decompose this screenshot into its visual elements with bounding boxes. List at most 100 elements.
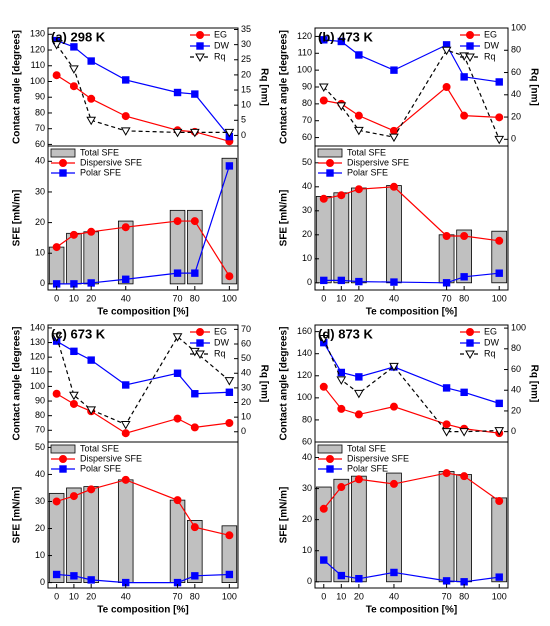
y-tick-label: 100 bbox=[30, 76, 45, 86]
bar bbox=[221, 525, 238, 583]
bar bbox=[117, 479, 134, 583]
marker bbox=[320, 276, 328, 285]
marker bbox=[355, 574, 363, 583]
marker bbox=[70, 572, 78, 580]
y2-axis-label: Rq [nm] bbox=[528, 68, 539, 106]
marker bbox=[337, 37, 346, 46]
bar bbox=[315, 195, 332, 284]
x-axis-label: Te composition [%] bbox=[97, 307, 188, 318]
marker bbox=[120, 420, 131, 430]
series-line bbox=[56, 340, 230, 395]
marker bbox=[355, 51, 363, 59]
x-tick-label: 10 bbox=[69, 293, 79, 303]
marker bbox=[442, 83, 451, 91]
y-axis-label: SFE [mN/m] bbox=[12, 190, 23, 247]
legend-marker bbox=[466, 339, 474, 347]
marker bbox=[389, 402, 398, 411]
marker bbox=[390, 568, 398, 577]
bar bbox=[187, 209, 203, 285]
y-tick-label: 80 bbox=[35, 107, 45, 117]
y-axis-label: Contact angle [degrees] bbox=[12, 327, 23, 441]
x-tick-label: 40 bbox=[121, 591, 131, 601]
bar bbox=[333, 192, 350, 284]
marker bbox=[442, 232, 451, 240]
y-axis-label: SFE [mN/m] bbox=[12, 487, 23, 544]
marker bbox=[69, 492, 78, 501]
marker bbox=[390, 66, 398, 74]
marker bbox=[354, 475, 363, 484]
y2-axis-label: Rq [nm] bbox=[528, 365, 539, 403]
legend-label: Rq bbox=[214, 51, 226, 61]
marker bbox=[224, 377, 235, 386]
marker bbox=[389, 362, 399, 372]
marker bbox=[495, 399, 503, 408]
y-tick-label: 20 bbox=[35, 217, 45, 227]
x-tick-label: 0 bbox=[54, 591, 59, 601]
marker bbox=[318, 83, 329, 93]
marker bbox=[320, 556, 328, 564]
bar bbox=[438, 234, 455, 284]
marker bbox=[70, 43, 78, 51]
x-tick-label: 100 bbox=[222, 293, 237, 303]
marker bbox=[173, 496, 182, 505]
legend-marker bbox=[326, 169, 334, 177]
y2-tick-label: 60 bbox=[241, 338, 251, 348]
y2-tick-label: 30 bbox=[241, 39, 251, 49]
marker bbox=[190, 523, 199, 532]
marker bbox=[337, 368, 346, 377]
legend-marker bbox=[195, 350, 205, 360]
marker bbox=[51, 333, 62, 342]
marker bbox=[190, 423, 199, 432]
y2-tick-label: 60 bbox=[511, 67, 521, 77]
series-line bbox=[56, 44, 230, 133]
y-tick-label: 80 bbox=[302, 98, 312, 108]
marker bbox=[52, 389, 61, 398]
plot-frame bbox=[47, 441, 239, 589]
marker bbox=[225, 531, 234, 540]
marker bbox=[122, 76, 130, 84]
legend-marker bbox=[59, 169, 67, 177]
bar bbox=[117, 220, 134, 285]
y-tick-label: 30 bbox=[302, 205, 312, 215]
y2-tick-label: 20 bbox=[511, 111, 521, 121]
marker bbox=[337, 571, 346, 580]
y-axis-label: Contact angle [degrees] bbox=[279, 30, 290, 144]
legend-marker bbox=[196, 31, 204, 39]
legend-marker bbox=[196, 328, 204, 336]
marker bbox=[173, 88, 182, 97]
bar bbox=[351, 187, 367, 284]
y-tick-label: 30 bbox=[35, 496, 45, 506]
x-tick-label: 10 bbox=[336, 293, 346, 303]
marker bbox=[442, 384, 451, 392]
marker bbox=[87, 57, 95, 65]
marker bbox=[191, 90, 199, 98]
marker bbox=[389, 479, 398, 488]
y2-tick-label: 35 bbox=[241, 24, 251, 34]
y2-tick-label: 20 bbox=[241, 69, 251, 79]
y-tick-label: 60 bbox=[302, 436, 312, 446]
legend-swatch bbox=[50, 148, 76, 158]
series-line bbox=[56, 479, 230, 536]
marker bbox=[319, 96, 328, 105]
series-line bbox=[56, 573, 230, 584]
panel-title: (c) 673 K bbox=[51, 326, 106, 341]
legend-swatch bbox=[50, 444, 76, 454]
y-tick-label: 40 bbox=[302, 181, 312, 191]
marker bbox=[225, 162, 234, 170]
legend-marker bbox=[465, 350, 475, 360]
marker bbox=[87, 94, 96, 103]
bar bbox=[456, 229, 472, 284]
marker bbox=[52, 243, 61, 252]
legend-marker bbox=[326, 455, 334, 463]
marker bbox=[189, 128, 200, 138]
x-tick-label: 70 bbox=[442, 591, 452, 601]
marker bbox=[494, 427, 505, 436]
y-tick-label: 120 bbox=[30, 44, 45, 54]
y2-axis-label: Rq [nm] bbox=[258, 365, 269, 403]
legend-label: Total SFE bbox=[347, 147, 386, 157]
marker bbox=[495, 497, 504, 506]
marker bbox=[121, 223, 130, 232]
marker bbox=[337, 276, 346, 285]
bar bbox=[221, 157, 238, 285]
legend-marker bbox=[196, 339, 204, 347]
